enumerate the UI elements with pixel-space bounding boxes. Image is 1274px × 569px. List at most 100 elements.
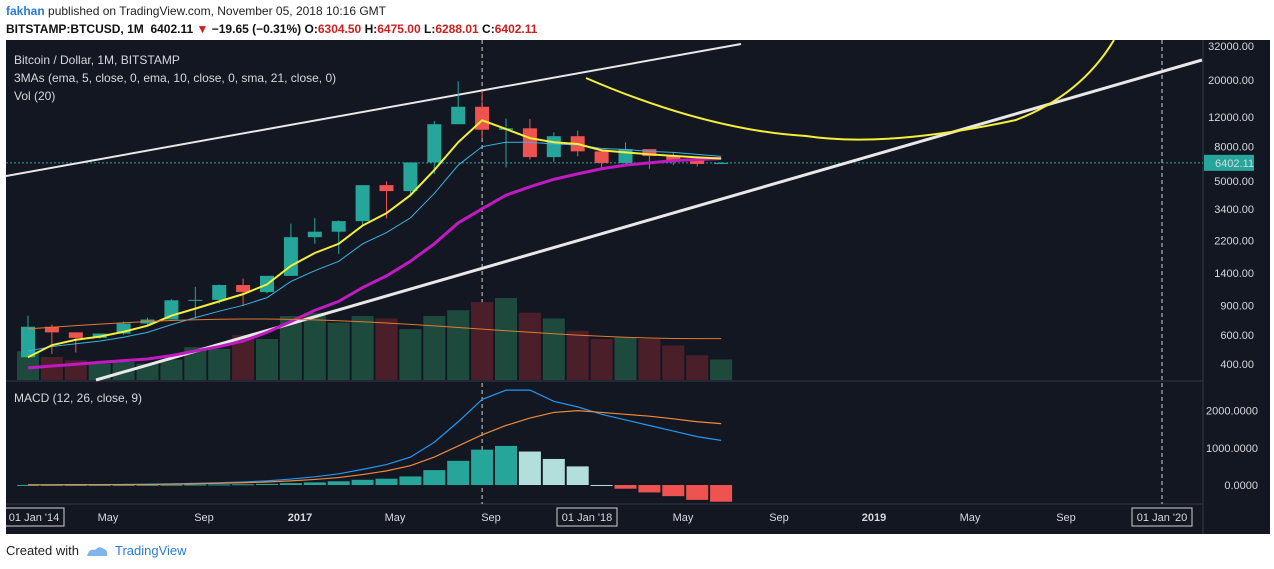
macd-histogram-bar [447,460,470,485]
volume-bar [542,318,565,380]
macd-histogram-bar [710,485,733,502]
price-tick-label: 8000.00 [1214,142,1254,154]
volume-bar [232,334,255,380]
down-arrow-icon: ▼ [196,22,209,36]
price-tick-label: 2200.00 [1214,235,1254,247]
open-value: 6304.50 [317,22,362,36]
time-tick-label: May [385,512,406,524]
publish-info: published on TradingView.com, November 0… [44,4,386,18]
volume-bar [638,339,661,380]
time-tick-label: 01 Jan '14 [9,512,59,524]
volume-ma-line [27,318,722,340]
volume-bar [662,345,685,380]
price-tick-label: 5000.00 [1214,176,1254,188]
candle-body [690,160,705,165]
volume-bar [40,357,63,380]
created-with-label: Created with [6,543,79,558]
volume-bar [351,316,374,380]
candles [21,81,729,358]
macd-histogram-bar [136,484,159,486]
author-name[interactable]: fakhan [6,4,45,18]
macd-histogram-bar [279,483,302,485]
legend-macd: MACD (12, 26, close, 9) [14,391,142,405]
candle-body [331,221,346,232]
volume-bar [590,339,613,380]
macd-histogram-bar [471,449,494,485]
volume-bar [327,322,350,380]
price-change: −19.65 (−0.31%) [211,22,302,36]
macd-histogram-bar [542,458,565,485]
footer: Created with TradingView [6,543,187,558]
macd-histogram-bar [112,484,135,486]
legend-volume: Vol (20) [14,89,55,103]
macd-histogram-bar [64,484,87,486]
axes: 32000.00 20000.00 12000.00 8000.00 5000.00 34… [6,41,1258,527]
macd-tick-label: 2000.0000 [1206,406,1258,418]
chart-area[interactable]: 32000.00 20000.00 12000.00 8000.00 5000.00 34… [6,40,1270,534]
macd-histogram-bar [208,484,231,486]
candle-body [475,106,490,130]
macd-pane [17,389,733,502]
candle-body [714,162,729,165]
candle-body [594,151,609,163]
symbol-line: BITSTAMP:BTCUSD, 1M 6402.11 ▼ −19.65 (−0… [6,22,537,36]
time-tick-label: 2019 [862,512,886,524]
candle-body [355,185,370,222]
macd-histogram-bar [17,484,39,486]
time-tick-label: May [98,512,119,524]
moving-averages [27,119,722,370]
price-tick-label: 12000.00 [1208,112,1254,124]
candle-body [21,326,35,358]
volume-bar [256,339,278,380]
price-tick-label: 3400.00 [1214,204,1254,216]
ema5-line [27,119,722,359]
volume-bar [184,347,207,380]
time-tick-label: 01 Jan '20 [1137,512,1187,524]
candle-body [666,156,681,161]
time-label-box [6,507,65,527]
time-tick-label: Sep [481,512,501,524]
candle-body [451,106,466,125]
arc-projection-curve [585,40,1115,141]
volume-bar [399,329,422,380]
upper-channel-line [6,43,742,177]
legend-title: Bitcoin / Dollar, 1M, BITSTAMP [14,53,180,67]
macd-histogram-bar [160,484,183,486]
sma21-line [27,156,722,370]
volume-bar [279,316,302,380]
time-tick-label: May [673,512,694,524]
candle-body [236,285,251,293]
candle-body [68,332,83,338]
candle-body [642,149,657,157]
macd-histogram-bar [686,485,709,500]
close-value: 6402.11 [494,22,538,36]
time-tick-label: Sep [1056,512,1076,524]
price-tick-label: 400.00 [1220,359,1254,371]
tradingview-logo-icon [86,546,108,556]
macd-tick-label: 1000.0000 [1206,443,1258,455]
macd-histogram-bar [327,481,350,485]
tradingview-brand-link[interactable]: TradingView [114,543,187,558]
macd-histogram-bar [375,478,398,485]
macd-histogram-bar [614,485,637,489]
volume-bar [614,337,637,380]
macd-histogram-bar [399,476,422,485]
time-tick-label: Sep [194,512,214,524]
open-label: O: [304,22,318,36]
symbol-name: BITSTAMP:BTCUSD, 1M [6,22,144,36]
high-value: 6475.00 [377,22,421,36]
price-tick-label: 32000.00 [1208,41,1254,53]
candle-body [403,162,418,192]
macd-histogram-bar [423,470,446,485]
macd-histogram-bar [184,484,207,486]
macd-histogram-bar [590,485,613,486]
macd-histogram-bar [88,484,111,486]
candle-body [379,185,394,192]
volume-bar [518,312,541,380]
price-tick-label: 600.00 [1220,330,1254,342]
low-value: 6288.01 [435,22,479,36]
candle-body [44,326,59,333]
volume-bar [17,351,39,380]
price-tick-label: 900.00 [1220,300,1254,312]
macd-histogram-bar [232,484,255,486]
